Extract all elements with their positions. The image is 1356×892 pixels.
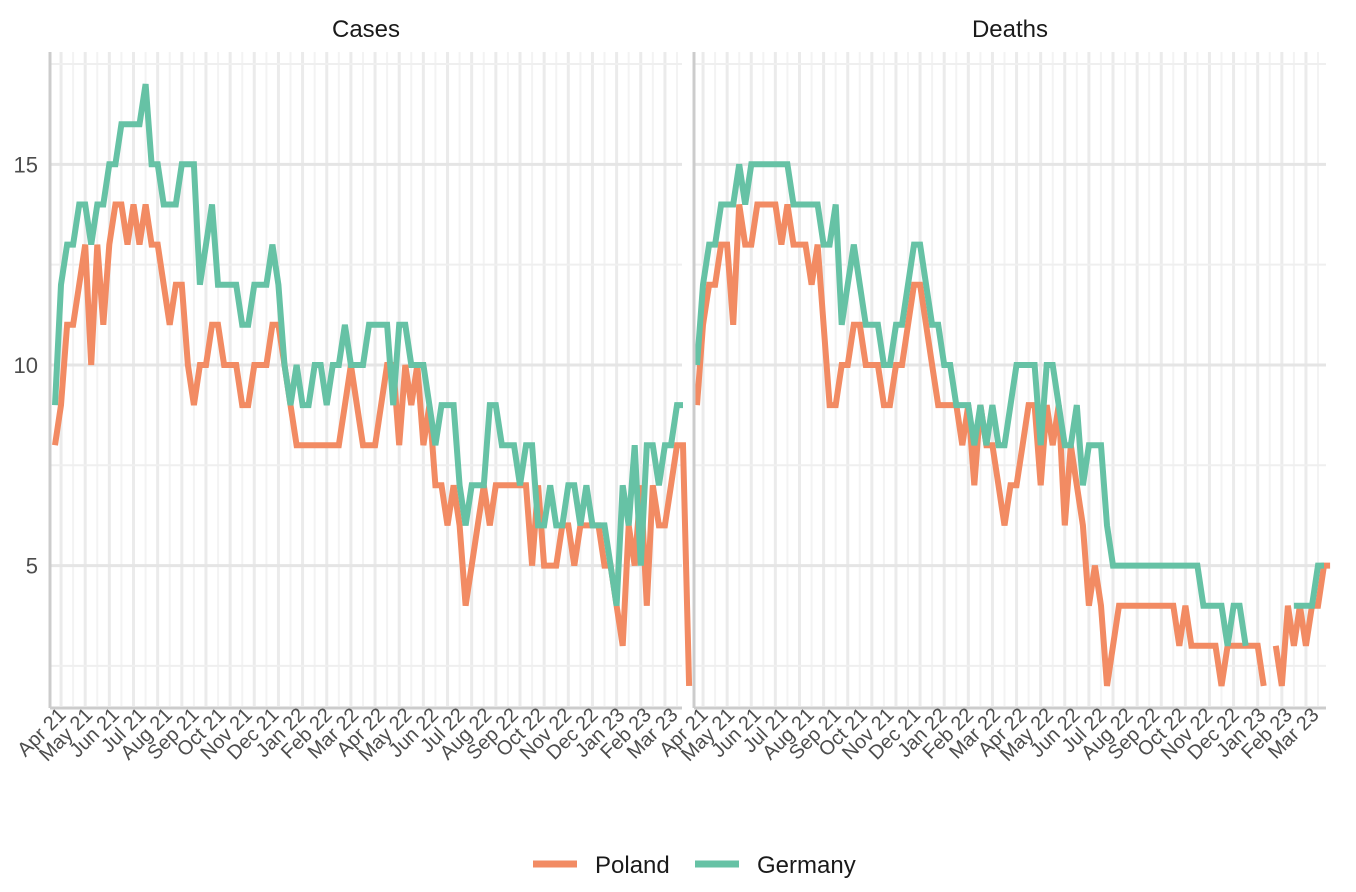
y-tick-label: 5: [26, 554, 38, 579]
series-line-germany: [1293, 562, 1324, 609]
legend-label-poland: Poland: [595, 852, 670, 879]
panel-title-cases: Cases: [332, 16, 400, 43]
series-line-germany: [52, 83, 683, 607]
y-tick-label: 15: [14, 152, 38, 177]
series-lines: [694, 161, 1331, 687]
panel-title-deaths: Deaths: [972, 16, 1048, 43]
gridlines: [694, 52, 1326, 706]
legend: Poland Germany: [533, 852, 856, 879]
series-lines: [52, 83, 693, 686]
series-line-poland: [1272, 562, 1331, 687]
gridlines: [50, 52, 682, 706]
legend-label-germany: Germany: [757, 852, 856, 879]
series-line-poland: [52, 201, 693, 686]
y-tick-label: 10: [14, 353, 38, 378]
series-line-germany: [694, 161, 1249, 647]
